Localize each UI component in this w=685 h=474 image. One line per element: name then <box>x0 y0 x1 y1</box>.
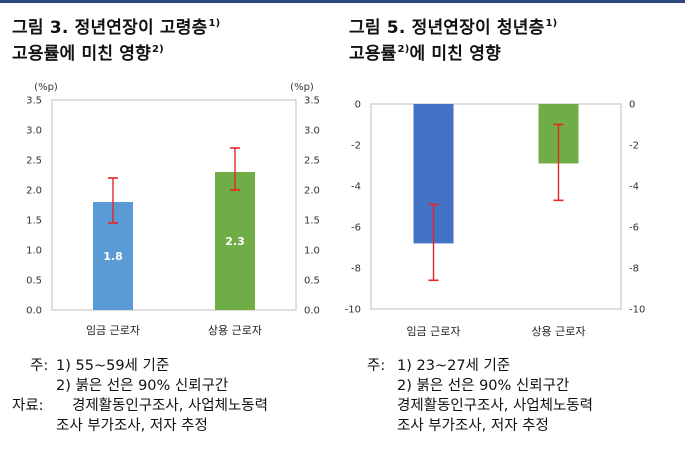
category-label-1: 임금 근로자 <box>406 325 460 338</box>
source-line-2: 조사 부가조사, 저자 추정 <box>56 418 208 434</box>
y-tick-label-left: 1.5 <box>26 216 42 227</box>
y-tick-label-left: -10 <box>345 305 361 316</box>
y-tick-label-left: 0.5 <box>26 276 42 287</box>
category-label-2: 상용 근로자 <box>208 324 262 337</box>
y-tick-label-right: -2 <box>629 141 639 152</box>
data-label-2: 2.3 <box>225 235 245 248</box>
plot-frame <box>370 103 622 310</box>
y-tick-label-right: -8 <box>629 264 639 275</box>
y-tick-label-right: 3.0 <box>304 126 320 137</box>
note-1: 1) 55~59세 기준 <box>56 358 170 374</box>
y-tick-label-left: -4 <box>351 182 361 193</box>
y-tick-label-right: 0.5 <box>304 276 320 287</box>
note-prefix: 주: <box>367 358 386 374</box>
category-label-1: 임금 근로자 <box>86 324 140 337</box>
y-tick-label-left: 2.0 <box>26 186 42 197</box>
note-1: 1) 23~27세 기준 <box>397 358 511 374</box>
category-label-2: 상용 근로자 <box>531 325 585 338</box>
source-prefix: 자료: <box>12 398 44 414</box>
y-tick-label-left: 2.5 <box>26 156 42 167</box>
y-tick-label-right: 3.5 <box>304 96 320 107</box>
y-unit-right: (%p) <box>290 82 314 93</box>
plot-frame <box>51 99 297 311</box>
figure-5-panel: 그림 5. 정년연장이 청년층1) 고용률2)에 미친 영향 0 0 -2 -2 -4 -… <box>343 0 685 474</box>
note-2: 2) 붉은 선은 90% 신뢰구간 <box>56 378 229 394</box>
y-tick-label-left: -8 <box>351 264 361 275</box>
y-tick-label-right: 1.5 <box>304 216 320 227</box>
source-line-2: 조사 부가조사, 저자 추정 <box>397 418 549 434</box>
y-tick-label-left: -6 <box>351 223 361 234</box>
bar-2 <box>215 172 255 310</box>
y-tick-label-right: -6 <box>629 223 639 234</box>
note-2: 2) 붉은 선은 90% 신뢰구간 <box>397 378 570 394</box>
source-line-1: 경제활동인구조사, 사업체노동력 <box>397 398 593 414</box>
figure-5-chart-svg: 0 0 -2 -2 -4 -4 -6 -6 -8 -8 -10 -10 임금 근로자 상용 근로자 <box>345 100 646 339</box>
y-unit-left: (%p) <box>34 82 58 93</box>
figure-3-chart-svg: 0.0 0.0 0.5 0.5 1.0 1.0 1.5 1.5 2.0 2.0 2.5 2.5 3.0 3… <box>26 82 320 337</box>
figure-5-title-line2: 고용률2)에 미친 영향 <box>349 44 501 64</box>
source-line-1: 경제활동인구조사, 사업체노동력 <box>72 398 268 414</box>
y-tick-label-right: 1.0 <box>304 246 320 257</box>
y-tick-label-right: 0.0 <box>304 306 320 317</box>
figure-5-title-line1: 그림 5. 정년연장이 청년층1) <box>349 18 558 38</box>
y-tick-label-right: 0 <box>629 100 635 111</box>
figure-3-title-line1: 그림 3. 정년연장이 고령층1) <box>12 18 221 38</box>
y-tick-label-right: -4 <box>629 182 639 193</box>
figure-3-panel: 그림 3. 정년연장이 고령층1) 고용률에 미친 영향2) 0.0 0.0 0.5… <box>0 0 342 474</box>
note-prefix: 주: <box>30 358 49 374</box>
y-tick-label-left: 0.0 <box>26 306 42 317</box>
y-tick-label-left: -2 <box>351 141 361 152</box>
y-tick-label-right: -10 <box>629 305 645 316</box>
y-tick-label-right: 2.5 <box>304 156 320 167</box>
y-tick-label-left: 0 <box>355 100 361 111</box>
y-tick-label-left: 3.5 <box>26 96 42 107</box>
figure-3-title-line2: 고용률에 미친 영향2) <box>12 44 164 64</box>
data-label-1: 1.8 <box>103 250 123 263</box>
y-tick-label-left: 3.0 <box>26 126 42 137</box>
y-tick-label-right: 2.0 <box>304 186 320 197</box>
y-tick-label-left: 1.0 <box>26 246 42 257</box>
header-rule <box>0 0 685 3</box>
